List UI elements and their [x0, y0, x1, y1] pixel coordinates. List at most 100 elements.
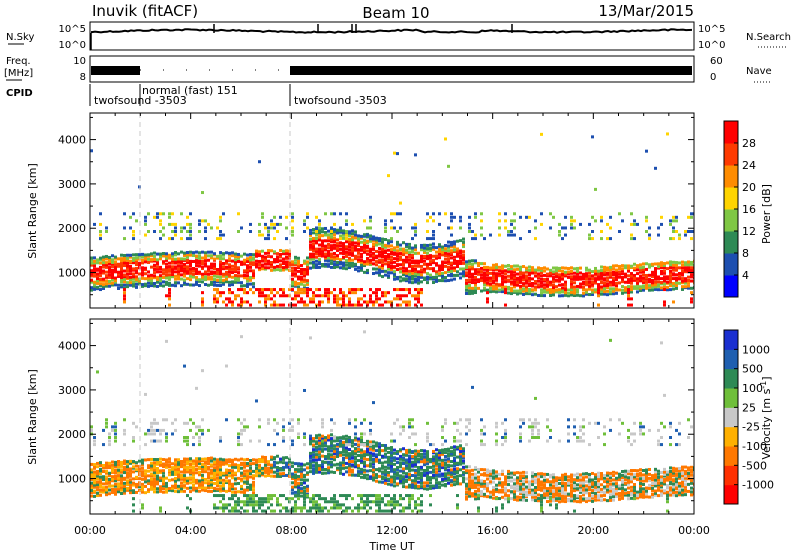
echo-cell [210, 270, 213, 273]
echo-cell [468, 422, 471, 425]
echo-cell [615, 292, 618, 295]
echo-cell [393, 456, 396, 459]
echo-cell [99, 234, 102, 237]
echo-cell [219, 488, 222, 491]
echo-cell [525, 486, 528, 489]
echo-cell [480, 493, 483, 496]
echo-cell [393, 476, 396, 479]
echo-cell [228, 458, 231, 461]
echo-cell [459, 455, 462, 458]
echo-cell [177, 463, 180, 466]
echo-cell [342, 267, 345, 270]
echo-cell [282, 440, 285, 443]
date-title: 13/Mar/2015 [598, 2, 694, 20]
echo-cell [645, 287, 648, 290]
echo-cell [294, 256, 297, 259]
echo-cell [342, 300, 345, 303]
echo-cell [573, 278, 576, 281]
echo-cell [441, 473, 444, 476]
echo-cell [240, 226, 243, 229]
echo-cell [225, 365, 228, 368]
echo-cell [294, 283, 297, 286]
echo-cell [240, 261, 243, 264]
echo-cell [228, 297, 231, 300]
echo-cell [306, 466, 309, 469]
echo-cell [507, 489, 510, 492]
echo-cell [555, 285, 558, 288]
echo-cell [618, 270, 621, 273]
echo-cell [372, 500, 375, 503]
echo-cell [246, 480, 249, 483]
echo-cell [462, 241, 465, 244]
echo-cell [309, 435, 312, 438]
echo-cell [657, 275, 660, 278]
echo-cell [354, 268, 357, 271]
echo-cell [132, 465, 135, 468]
echo-cell [432, 485, 435, 488]
echo-cell [264, 237, 267, 240]
echo-cell [591, 237, 594, 240]
echo-cell [549, 281, 552, 284]
echo-cell [291, 273, 294, 276]
echo-cell [273, 268, 276, 271]
echo-cell [264, 294, 267, 297]
echo-cell [450, 244, 453, 247]
echo-cell [288, 469, 291, 472]
echo-cell [201, 297, 204, 300]
echo-cell [663, 304, 666, 307]
echo-cell [537, 283, 540, 286]
echo-cell [159, 506, 162, 509]
echo-cell [567, 267, 570, 270]
echo-cell [453, 245, 456, 248]
echo-cell [246, 458, 249, 461]
echo-cell [198, 284, 201, 287]
echo-cell [258, 288, 261, 291]
echo-cell [201, 273, 204, 276]
echo-cell [468, 265, 471, 268]
echo-cell [267, 226, 270, 229]
echo-cell [168, 464, 171, 467]
echo-cell [183, 275, 186, 278]
echo-cell [267, 497, 270, 500]
echo-cell [174, 429, 177, 432]
echo-cell [429, 254, 432, 257]
echo-cell [612, 264, 615, 267]
echo-cell [402, 429, 405, 432]
echo-cell [243, 500, 246, 503]
echo-cell [111, 461, 114, 464]
echo-cell [387, 447, 390, 450]
echo-cell [189, 226, 192, 229]
echo-cell [258, 266, 261, 269]
echo-cell [411, 474, 414, 477]
echo-cell [102, 475, 105, 478]
echo-cell [261, 500, 264, 503]
echo-cell [534, 271, 537, 274]
echo-cell [255, 494, 258, 497]
echo-cell [258, 497, 261, 500]
echo-cell [396, 212, 399, 215]
echo-cell [429, 247, 432, 250]
echo-cell [336, 448, 339, 451]
echo-cell [486, 291, 489, 294]
echo-cell [324, 255, 327, 258]
echo-cell [234, 503, 237, 506]
echo-cell [198, 457, 201, 460]
echo-cell [123, 288, 126, 291]
echo-cell [294, 297, 297, 300]
echo-cell [117, 284, 120, 287]
echo-cell [552, 283, 555, 286]
echo-cell [444, 265, 447, 268]
echo-cell [489, 287, 492, 290]
echo-cell [231, 251, 234, 254]
echo-cell [222, 273, 225, 276]
echo-cell [585, 281, 588, 284]
echo-cell [483, 271, 486, 274]
echo-cell [363, 474, 366, 477]
echo-cell [498, 226, 501, 229]
echo-cell [123, 270, 126, 273]
echo-cell [342, 262, 345, 265]
echo-cell [615, 269, 618, 272]
echo-cell [162, 226, 165, 229]
echo-cell [333, 223, 336, 226]
echo-cell [264, 263, 267, 266]
